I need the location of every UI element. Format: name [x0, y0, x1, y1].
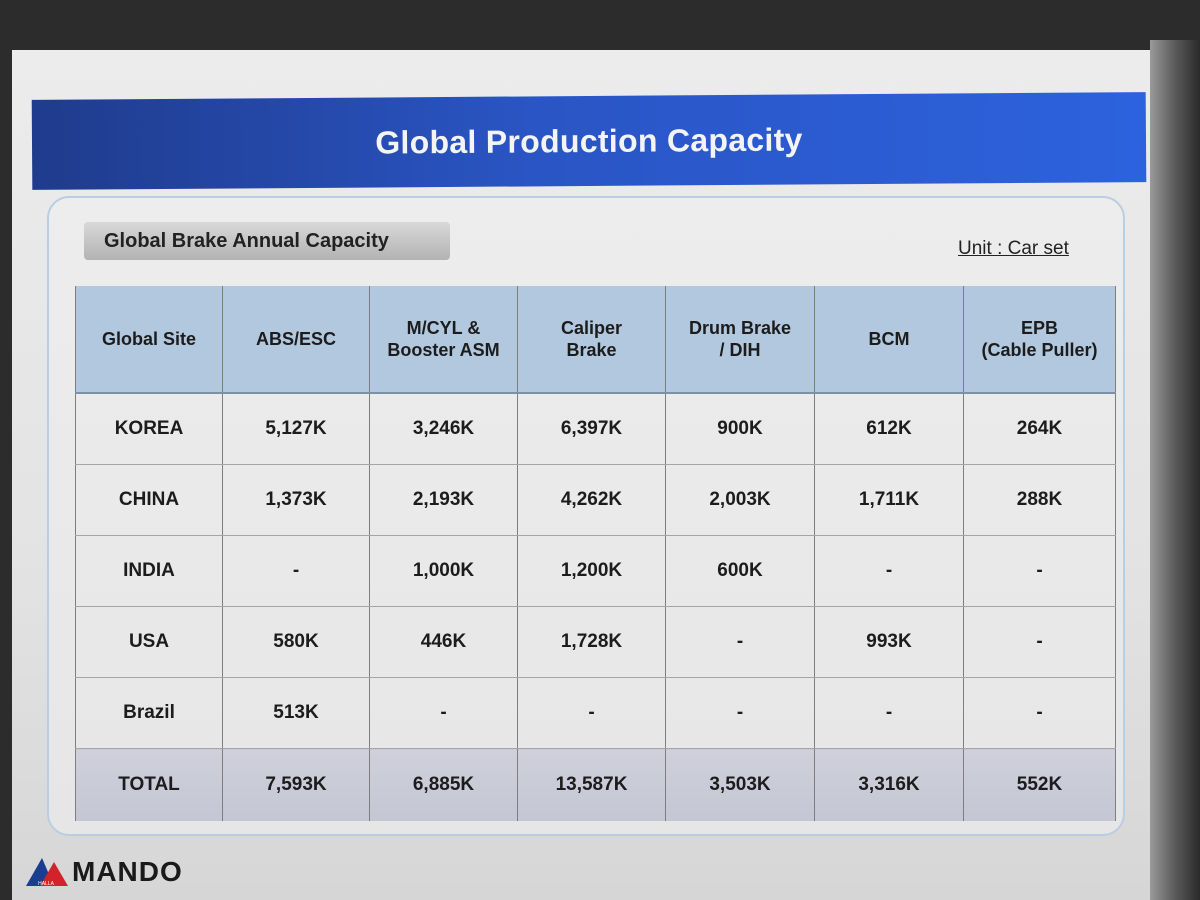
table-cell: 4,262K: [517, 464, 666, 536]
table-cell: -: [665, 606, 815, 678]
table-cell: 1,200K: [517, 535, 666, 607]
table-cell: -: [665, 677, 815, 749]
table-cell: 900K: [665, 393, 815, 465]
table-cell: 513K: [222, 677, 370, 749]
header-abs-esc: ABS/ESC: [222, 286, 370, 394]
table-cell: 1,000K: [369, 535, 518, 607]
table-cell: -: [963, 677, 1116, 749]
total-label: TOTAL: [75, 748, 223, 821]
table-total-row: TOTAL 7,593K 6,885K 13,587K 3,503K 3,316…: [75, 748, 1116, 821]
title-bar: Global Production Capacity: [31, 92, 1147, 190]
table-cell: 1,373K: [222, 464, 370, 536]
capacity-table: Global Site ABS/ESC M/CYL & Booster ASM …: [75, 286, 1116, 821]
table-row: INDIA - 1,000K 1,200K 600K - -: [75, 535, 1116, 607]
screen-bezel: [1150, 40, 1200, 900]
total-cell: 3,316K: [814, 748, 964, 821]
table-cell: -: [814, 677, 964, 749]
mando-logo: HALLA MANDO: [24, 856, 183, 888]
table-cell: -: [517, 677, 666, 749]
header-epb: EPB (Cable Puller): [963, 286, 1116, 394]
table-cell: -: [963, 606, 1116, 678]
table-cell: 5,127K: [222, 393, 370, 465]
unit-label: Unit : Car set: [958, 238, 1069, 259]
table-cell: 993K: [814, 606, 964, 678]
total-cell: 3,503K: [665, 748, 815, 821]
row-site: CHINA: [75, 464, 223, 536]
header-mcyl-booster: M/CYL & Booster ASM: [369, 286, 518, 394]
table-cell: 580K: [222, 606, 370, 678]
table-row: Brazil 513K - - - - -: [75, 677, 1116, 749]
total-cell: 13,587K: [517, 748, 666, 821]
table-cell: 2,003K: [665, 464, 815, 536]
logo-text: MANDO: [72, 856, 183, 887]
section-label: Global Brake Annual Capacity: [84, 222, 450, 260]
table-cell: -: [369, 677, 518, 749]
slide-title: Global Production Capacity: [375, 121, 803, 160]
header-global-site: Global Site: [75, 286, 223, 394]
table-row: USA 580K 446K 1,728K - 993K -: [75, 606, 1116, 678]
table-cell: -: [814, 535, 964, 607]
table-cell: 446K: [369, 606, 518, 678]
header-caliper-brake: Caliper Brake: [517, 286, 666, 394]
table-cell: -: [222, 535, 370, 607]
table-cell: 612K: [814, 393, 964, 465]
table-cell: 3,246K: [369, 393, 518, 465]
table-cell: 264K: [963, 393, 1116, 465]
table-cell: -: [963, 535, 1116, 607]
table-cell: 6,397K: [517, 393, 666, 465]
table-cell: 600K: [665, 535, 815, 607]
total-cell: 6,885K: [369, 748, 518, 821]
header-bcm: BCM: [814, 286, 964, 394]
row-site: USA: [75, 606, 223, 678]
row-site: KOREA: [75, 393, 223, 465]
logo-mark-text: HALLA: [38, 881, 55, 887]
table-cell: 1,711K: [814, 464, 964, 536]
row-site: Brazil: [75, 677, 223, 749]
table-cell: 1,728K: [517, 606, 666, 678]
row-site: INDIA: [75, 535, 223, 607]
table-cell: 288K: [963, 464, 1116, 536]
total-cell: 7,593K: [222, 748, 370, 821]
table-cell: 2,193K: [369, 464, 518, 536]
header-drum-brake: Drum Brake / DIH: [665, 286, 815, 394]
table-header-row: Global Site ABS/ESC M/CYL & Booster ASM …: [75, 286, 1116, 394]
table-row: CHINA 1,373K 2,193K 4,262K 2,003K 1,711K…: [75, 464, 1116, 536]
halla-logo-icon: HALLA: [26, 858, 68, 887]
total-cell: 552K: [963, 748, 1116, 821]
table-row: KOREA 5,127K 3,246K 6,397K 900K 612K 264…: [75, 393, 1116, 465]
